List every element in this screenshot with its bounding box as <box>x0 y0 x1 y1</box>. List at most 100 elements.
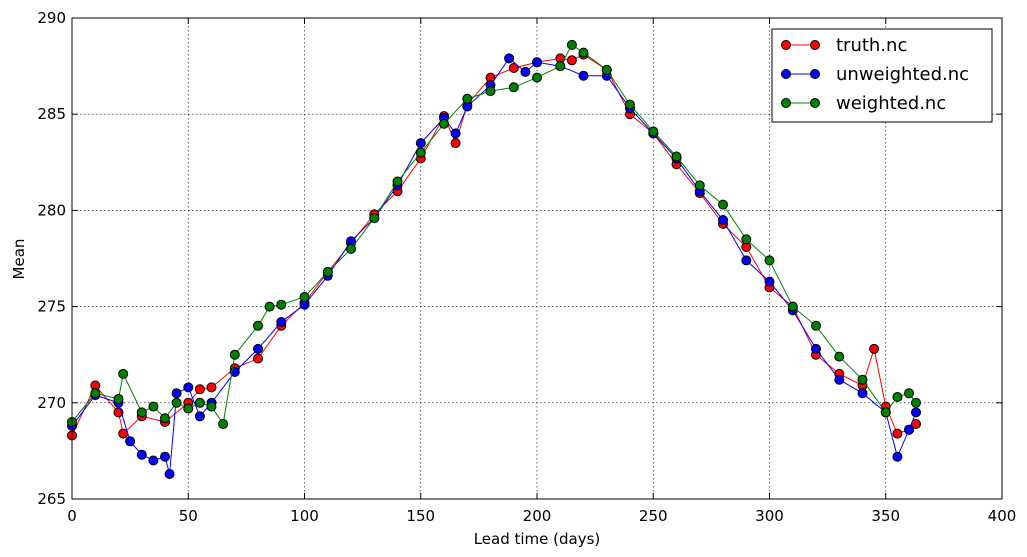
data-point-weighted <box>136 407 147 418</box>
data-point-weighted <box>90 388 101 399</box>
data-point-weighted <box>322 267 333 277</box>
legend-marker-weighted <box>781 98 791 108</box>
legend-marker-weighted <box>810 98 820 108</box>
data-point-weighted <box>578 47 589 58</box>
data-point-unweighted <box>834 374 845 385</box>
data-point-unweighted <box>276 317 287 327</box>
data-point-weighted <box>764 255 775 266</box>
data-point-weighted <box>485 86 496 97</box>
x-tick-label: 300 <box>755 507 784 525</box>
y-tick-label: 290 <box>37 9 66 27</box>
data-point-unweighted <box>718 215 728 225</box>
data-point-weighted <box>148 401 159 412</box>
data-point-weighted <box>892 392 903 402</box>
data-point-unweighted <box>450 128 461 139</box>
data-point-weighted <box>811 320 821 331</box>
data-point-weighted <box>532 72 542 83</box>
legend-label-truth: truth.nc <box>836 35 907 56</box>
data-point-weighted <box>415 147 426 158</box>
legend-entry-weighted: weighted.nc <box>781 93 946 114</box>
x-tick-label: 250 <box>639 507 668 525</box>
series-line-weighted <box>71 44 917 426</box>
data-point-unweighted <box>578 70 589 81</box>
x-tick-label: 0 <box>67 507 77 525</box>
data-point-weighted <box>625 99 635 110</box>
ticks: 0 50 100 150 200 250 300 350 400 265 270 275 280 285 2… <box>37 9 1016 525</box>
data-point-unweighted <box>183 382 194 393</box>
y-tick-label: 275 <box>37 298 66 316</box>
data-point-unweighted <box>857 388 868 399</box>
data-point-unweighted <box>253 343 263 354</box>
data-point-weighted <box>113 394 124 404</box>
legend-marker-unweighted <box>781 69 791 79</box>
x-tick-label: 150 <box>406 507 435 525</box>
data-point-weighted <box>183 403 194 414</box>
data-point-weighted <box>462 93 473 104</box>
data-point-unweighted <box>904 424 914 435</box>
data-point-unweighted <box>164 469 175 479</box>
data-point-weighted <box>601 64 612 75</box>
data-point-weighted <box>171 397 182 408</box>
data-point-unweighted <box>415 138 426 149</box>
y-tick-label: 270 <box>37 394 66 412</box>
y-tick-label: 280 <box>37 201 66 219</box>
legend-label-unweighted: unweighted.nc <box>836 64 969 85</box>
data-point-unweighted <box>811 343 821 354</box>
data-point-weighted <box>834 351 845 362</box>
y-tick-label: 265 <box>37 490 66 508</box>
data-point-truth <box>566 55 577 66</box>
data-point-unweighted <box>504 53 515 64</box>
data-point-unweighted <box>911 407 921 418</box>
data-point-unweighted <box>532 57 542 68</box>
data-point-weighted <box>880 407 891 418</box>
data-point-unweighted <box>194 411 205 422</box>
x-tick-label: 200 <box>523 507 552 525</box>
series-line-unweighted <box>71 57 917 475</box>
data-point-weighted <box>648 126 659 137</box>
data-point-unweighted <box>171 388 182 399</box>
legend-label-weighted: weighted.nc <box>836 93 946 114</box>
x-tick-label: 350 <box>871 507 900 525</box>
data-point-unweighted <box>160 451 170 462</box>
y-axis-label: Mean <box>10 239 28 280</box>
data-point-unweighted <box>148 455 159 466</box>
data-point-weighted <box>160 413 170 424</box>
x-tick-label: 400 <box>988 507 1017 525</box>
data-point-weighted <box>787 301 798 312</box>
data-point-weighted <box>904 388 914 399</box>
data-point-unweighted <box>892 451 903 462</box>
data-point-unweighted <box>520 66 531 77</box>
data-point-truth <box>508 63 519 73</box>
data-point-weighted <box>369 213 380 224</box>
legend-entry-unweighted: unweighted.nc <box>781 64 969 85</box>
data-point-weighted <box>857 374 868 385</box>
data-point-unweighted <box>136 449 147 460</box>
legend: truth.nc unweighted.nc weighted.nc <box>771 28 993 123</box>
data-point-weighted <box>508 82 519 93</box>
data-point-weighted <box>346 243 356 254</box>
data-point-weighted <box>218 419 229 429</box>
data-point-weighted <box>911 397 921 408</box>
data-point-weighted <box>206 401 217 412</box>
series-weighted <box>67 39 921 429</box>
legend-entry-truth: truth.nc <box>781 35 907 56</box>
legend-marker-truth <box>810 40 820 50</box>
data-point-weighted <box>276 299 287 310</box>
data-point-truth <box>194 384 205 395</box>
x-axis-label: Lead time (days) <box>474 530 601 548</box>
data-point-weighted <box>566 39 577 50</box>
data-point-weighted <box>253 320 263 331</box>
data-point-weighted <box>741 234 752 245</box>
data-point-weighted <box>118 368 129 379</box>
x-tick-label: 50 <box>179 507 198 525</box>
data-point-unweighted <box>764 276 775 287</box>
data-point-unweighted <box>125 436 136 447</box>
data-point-truth <box>206 382 217 393</box>
data-point-weighted <box>229 349 240 360</box>
data-point-weighted <box>694 180 705 191</box>
data-point-truth <box>869 343 880 354</box>
data-point-weighted <box>671 151 682 162</box>
data-point-weighted <box>392 176 403 187</box>
data-point-weighted <box>718 199 728 210</box>
